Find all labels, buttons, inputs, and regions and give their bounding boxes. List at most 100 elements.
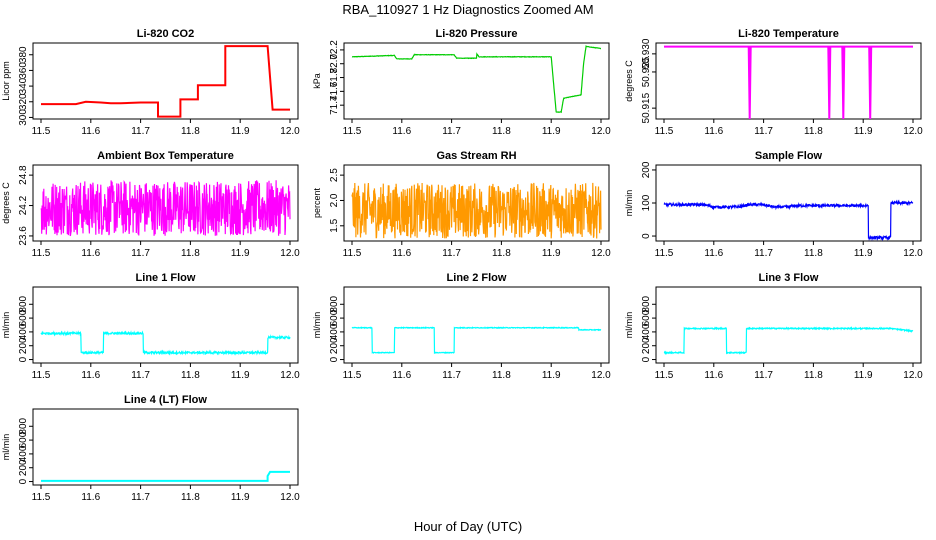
x-tick-label: 12.0 bbox=[591, 370, 611, 381]
panel-7: Line 2 Flow 11.5 11.6 11.7 11.8 11.9 12.0 0 2004… bbox=[312, 272, 611, 381]
y-axis-label: ml/min bbox=[312, 312, 322, 339]
x-tick-label: 12.0 bbox=[280, 370, 300, 381]
x-tick-label: 11.5 bbox=[32, 370, 51, 381]
x-tick-label: 11.5 bbox=[655, 370, 674, 381]
panel-1: Li-820 Pressure 11.5 11.6 11.7 11.8 11.9 12.0 7… bbox=[312, 28, 611, 137]
panel-title: Li-820 CO2 bbox=[137, 28, 194, 40]
y-tick-label: 71.8 bbox=[329, 67, 340, 87]
y-tick-label: 600 bbox=[329, 309, 340, 326]
y-tick-label: 50.915 bbox=[641, 92, 652, 123]
x-tick-label: 11.9 bbox=[542, 126, 561, 137]
plot-frame bbox=[32, 42, 299, 120]
x-tick-label: 11.9 bbox=[542, 370, 561, 381]
x-tick-label: 12.0 bbox=[591, 248, 611, 259]
x-tick-label: 11.8 bbox=[492, 370, 511, 381]
y-tick-label: 600 bbox=[641, 309, 652, 326]
y-tick-label: 100 bbox=[641, 194, 652, 211]
plot-frame bbox=[343, 42, 610, 120]
series-line bbox=[351, 326, 602, 355]
y-tick-label: 24.2 bbox=[18, 195, 29, 215]
x-tick-label: 11.9 bbox=[542, 248, 561, 259]
x-tick-label: 12.0 bbox=[903, 370, 923, 381]
y-tick-label: 200 bbox=[641, 337, 652, 354]
panel-8: Line 3 Flow 11.5 11.6 11.7 11.8 11.9 12.0 0 2004… bbox=[624, 272, 923, 381]
y-tick-label: 0 bbox=[641, 233, 652, 239]
series-line bbox=[41, 45, 290, 118]
panel-title: Line 1 Flow bbox=[136, 272, 196, 284]
x-tick-label: 11.8 bbox=[492, 248, 511, 259]
y-tick-label: 72.0 bbox=[329, 54, 340, 74]
panel-title: Ambient Box Temperature bbox=[97, 150, 234, 162]
x-tick-label: 11.5 bbox=[32, 126, 51, 137]
x-tick-label: 11.8 bbox=[181, 248, 200, 259]
y-tick-label: 0 bbox=[641, 356, 652, 362]
y-axis-label: ml/min bbox=[1, 434, 11, 461]
x-tick-label: 11.9 bbox=[231, 492, 250, 503]
panel-9: Line 4 (LT) Flow 11.5 11.6 11.7 11.8 11.9 12.0… bbox=[1, 394, 300, 503]
y-tick-label: 2.0 bbox=[329, 193, 340, 207]
x-tick-label: 11.7 bbox=[754, 248, 773, 259]
x-tick-label: 11.8 bbox=[181, 126, 200, 137]
plot-frame bbox=[655, 42, 922, 120]
x-tick-label: 11.7 bbox=[131, 370, 150, 381]
x-tick-label: 11.8 bbox=[804, 248, 823, 259]
x-tick-label: 11.5 bbox=[32, 492, 51, 503]
x-tick-label: 11.7 bbox=[754, 126, 773, 137]
y-tick-label: 50.925 bbox=[641, 56, 652, 87]
y-axis-label: degrees C bbox=[1, 182, 11, 224]
x-tick-label: 11.6 bbox=[704, 370, 723, 381]
x-axis-label: Hour of Day (UTC) bbox=[414, 519, 522, 534]
panel-4: Gas Stream RH 11.5 11.6 11.7 11.8 11.9 12.0 1.5… bbox=[312, 150, 611, 259]
y-tick-label: 400 bbox=[641, 323, 652, 340]
y-axis-label: Licor ppm bbox=[1, 61, 11, 101]
y-axis-label: ml/min bbox=[624, 190, 634, 217]
plot-frame bbox=[343, 286, 610, 364]
y-tick-label: 600 bbox=[18, 309, 29, 326]
y-tick-label: 800 bbox=[18, 417, 29, 434]
y-tick-label: 600 bbox=[18, 431, 29, 448]
y-tick-label: 0 bbox=[18, 356, 29, 362]
x-tick-label: 11.6 bbox=[392, 248, 411, 259]
main-title: RBA_110927 1 Hz Diagnostics Zoomed AM bbox=[342, 2, 593, 17]
panel-title: Li-820 Temperature bbox=[738, 28, 839, 40]
panel-5: Sample Flow 11.5 11.6 11.7 11.8 11.9 12.0 0 100 2… bbox=[624, 150, 923, 259]
y-tick-label: 0 bbox=[18, 478, 29, 484]
series-line bbox=[663, 326, 914, 355]
y-tick-label: 200 bbox=[18, 337, 29, 354]
x-tick-label: 11.7 bbox=[754, 370, 773, 381]
plot-frame bbox=[32, 164, 299, 242]
y-axis-label: degrees C bbox=[624, 60, 634, 102]
y-tick-label: 380 bbox=[18, 46, 29, 63]
series-line bbox=[41, 470, 290, 482]
x-tick-label: 11.6 bbox=[392, 370, 411, 381]
x-tick-label: 11.9 bbox=[231, 248, 250, 259]
x-tick-label: 12.0 bbox=[591, 126, 611, 137]
panel-title: Sample Flow bbox=[755, 150, 823, 162]
x-tick-label: 11.5 bbox=[343, 126, 362, 137]
panel-title: Gas Stream RH bbox=[436, 150, 516, 162]
y-axis-label: ml/min bbox=[624, 312, 634, 339]
x-tick-label: 11.5 bbox=[655, 248, 674, 259]
panel-6: Line 1 Flow 11.5 11.6 11.7 11.8 11.9 12.0 0 2004… bbox=[1, 272, 300, 381]
y-tick-label: 71.4 bbox=[329, 95, 340, 115]
y-tick-label: 71.6 bbox=[329, 81, 340, 101]
x-tick-label: 11.7 bbox=[442, 370, 461, 381]
plot-frame bbox=[655, 164, 922, 242]
x-tick-label: 11.6 bbox=[704, 126, 723, 137]
y-tick-label: 200 bbox=[329, 337, 340, 354]
y-tick-label: 400 bbox=[18, 445, 29, 462]
y-tick-label: 360 bbox=[18, 62, 29, 79]
y-tick-label: 72.2 bbox=[329, 40, 340, 60]
y-tick-label: 1.5 bbox=[329, 218, 340, 232]
x-tick-label: 11.7 bbox=[131, 492, 150, 503]
x-tick-label: 11.8 bbox=[492, 126, 511, 137]
x-tick-label: 11.9 bbox=[231, 126, 250, 137]
y-tick-label: 400 bbox=[18, 323, 29, 340]
panel-3: Ambient Box Temperature 11.5 11.6 11.7 11.8 1… bbox=[1, 150, 300, 259]
x-tick-label: 11.6 bbox=[81, 248, 100, 259]
y-tick-label: 23.6 bbox=[18, 226, 29, 246]
x-tick-label: 11.6 bbox=[392, 126, 411, 137]
panel-2: Li-820 Temperature 11.5 11.6 11.7 11.8 11.9 12… bbox=[624, 28, 923, 137]
